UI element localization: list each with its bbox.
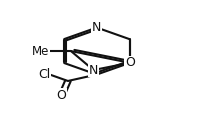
Text: N: N	[89, 64, 98, 77]
Text: Cl: Cl	[39, 68, 51, 81]
Text: Me: Me	[32, 45, 49, 58]
Text: O: O	[125, 56, 135, 69]
Text: N: N	[92, 21, 101, 34]
Text: O: O	[57, 89, 67, 102]
